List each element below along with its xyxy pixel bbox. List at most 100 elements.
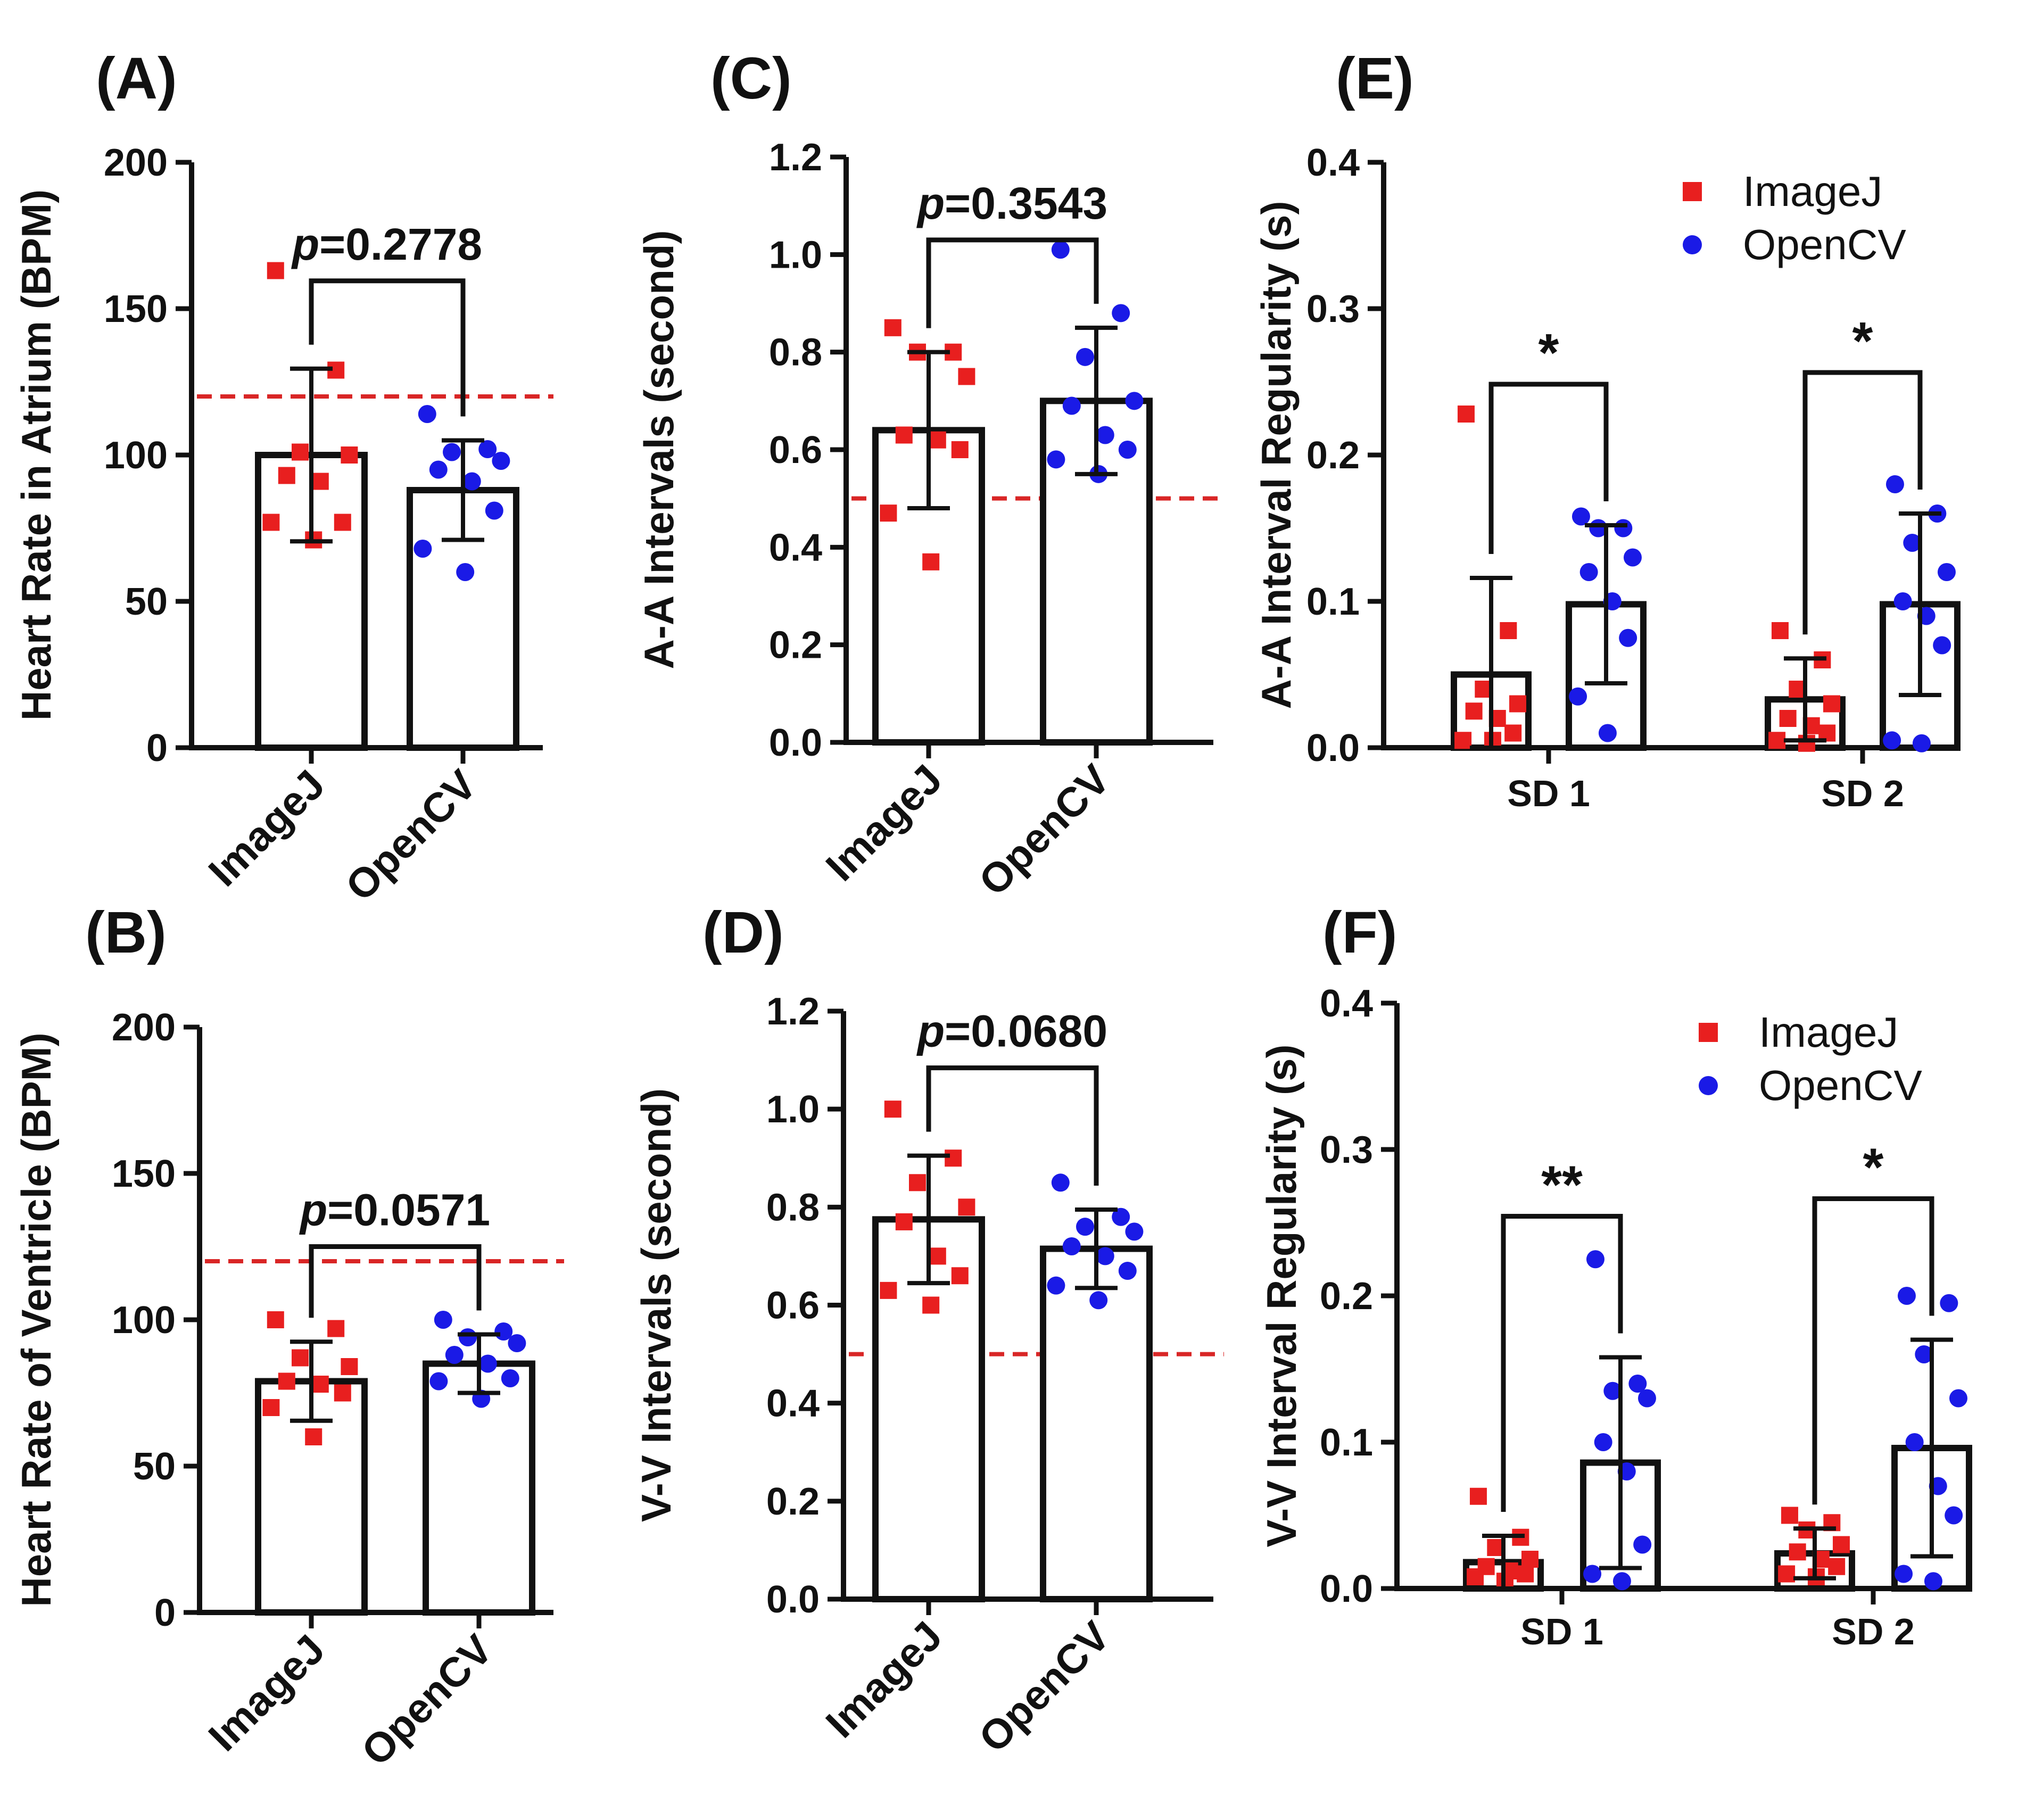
data-point-imagej <box>278 1372 295 1390</box>
data-point-imagej <box>958 368 975 385</box>
data-point-opencv <box>429 1372 448 1391</box>
data-point-opencv <box>1047 450 1065 469</box>
y-tick-label: 150 <box>104 288 168 330</box>
data-point-imagej <box>1771 622 1789 639</box>
p-value: =0.3543 <box>945 178 1107 228</box>
x-tick-label: ImageJ <box>200 761 334 895</box>
data-point-imagej <box>1465 702 1483 720</box>
data-point-opencv <box>1633 1535 1652 1554</box>
data-point-opencv <box>1903 534 1922 552</box>
data-point-opencv <box>1096 1247 1114 1265</box>
panel-e: (E) A-A Interval Regularity (s)0.0 0.1 0.2 0… <box>1253 46 1961 814</box>
data-point-opencv <box>492 452 510 470</box>
data-point-imagej <box>292 443 309 461</box>
data-point-opencv <box>1076 348 1094 366</box>
data-point-opencv <box>1905 1433 1924 1451</box>
data-point-imagej <box>1521 1551 1539 1568</box>
y-tick-label: 0.4 <box>766 1383 820 1425</box>
y-tick-label: 0.3 <box>1320 1129 1373 1171</box>
p-symbol: p <box>916 178 945 228</box>
p-value: =0.0680 <box>945 1006 1107 1056</box>
data-point-imagej <box>1789 681 1806 698</box>
y-tick-label: 1.0 <box>766 1088 820 1131</box>
significance-stars: ** <box>1541 1155 1583 1215</box>
y-tick-label: 0.6 <box>766 1285 820 1327</box>
data-point-opencv <box>1945 1506 1963 1525</box>
p-symbol: p <box>916 1006 945 1056</box>
x-tick-label: OpenCV <box>970 756 1119 905</box>
p-symbol: p <box>299 1185 327 1235</box>
data-point-imagej <box>922 553 940 570</box>
significance-bracket <box>926 1065 1099 1186</box>
data-point-opencv <box>485 501 503 520</box>
x-tick-label: ImageJ <box>200 1626 334 1760</box>
x-tick-label: OpenCV <box>352 1626 501 1775</box>
data-point-opencv <box>478 440 497 458</box>
data-point-opencv <box>459 1328 477 1346</box>
data-point-opencv <box>1125 392 1144 410</box>
data-point-opencv <box>429 460 448 479</box>
y-tick-label: 0.4 <box>1306 142 1360 184</box>
data-point-opencv <box>1062 396 1081 415</box>
significance-bracket <box>926 237 1099 328</box>
data-point-imagej <box>305 1428 322 1445</box>
data-point-opencv <box>478 1354 497 1373</box>
data-point-opencv <box>1594 1433 1612 1451</box>
data-point-imagej <box>1469 1487 1487 1505</box>
data-point-opencv <box>1569 687 1587 706</box>
data-point-opencv <box>1614 519 1633 537</box>
x-tick-label: SD 1 <box>1520 1611 1603 1652</box>
significance-bracket <box>309 278 466 417</box>
data-point-opencv <box>1112 304 1130 322</box>
y-tick-label: 0.2 <box>769 624 822 667</box>
y-tick-label: 0.2 <box>1320 1275 1373 1318</box>
data-point-opencv <box>1940 1294 1958 1312</box>
data-point-opencv <box>1579 563 1598 581</box>
data-point-opencv <box>1937 563 1956 581</box>
significance-bracket <box>1812 1196 1934 1505</box>
y-tick-label: 100 <box>104 434 168 477</box>
data-point-opencv <box>1047 1276 1065 1295</box>
data-point-opencv <box>1619 628 1637 647</box>
y-tick-label: 0.4 <box>1320 982 1373 1025</box>
data-point-imagej <box>341 446 358 464</box>
data-point-imagej <box>895 1213 913 1230</box>
data-point-opencv <box>1628 1375 1647 1393</box>
y-tick-label: 50 <box>133 1445 176 1488</box>
y-tick-label: 0.0 <box>766 1578 820 1621</box>
significance-bracket <box>1802 370 1923 635</box>
y-tick-label: 0.3 <box>1306 288 1360 330</box>
data-point-imagej <box>1768 732 1786 749</box>
data-point-imagej <box>267 262 284 279</box>
data-point-imagej <box>311 1376 329 1393</box>
legend-label: ImageJ <box>1759 1008 1898 1056</box>
y-tick-label: 1.2 <box>766 990 820 1033</box>
significance-bracket <box>1501 1214 1623 1512</box>
p-value: =0.0571 <box>327 1185 490 1235</box>
significance-bracket <box>309 1244 482 1318</box>
data-point-opencv <box>1949 1389 1967 1408</box>
data-point-opencv <box>1051 241 1070 259</box>
panel-label: (E) <box>1336 46 1414 111</box>
y-tick-label: 0 <box>154 1592 176 1634</box>
data-point-opencv <box>1623 548 1642 567</box>
data-point-opencv <box>1885 475 1904 493</box>
y-tick-label: 0.0 <box>1320 1568 1373 1610</box>
data-point-opencv <box>1915 1345 1933 1363</box>
data-point-opencv <box>434 1311 452 1329</box>
y-tick-label: 0.1 <box>1306 581 1360 623</box>
data-point-opencv <box>1893 592 1912 610</box>
data-point-imagej <box>311 473 329 490</box>
data-point-imagej <box>895 426 913 444</box>
data-point-opencv <box>462 472 481 491</box>
data-point-opencv <box>456 563 475 581</box>
data-point-imagej <box>1832 1536 1850 1553</box>
legend-label: OpenCV <box>1759 1062 1922 1109</box>
data-point-imagej <box>1823 695 1840 713</box>
panel-a: (A) Heart Rate in Atrium (BPM) 0 50 100 150 20… <box>13 46 553 910</box>
y-tick-label: 1.2 <box>769 136 822 179</box>
y-axis-title: V-V Interval Regularity (s) <box>1258 1045 1305 1548</box>
panel-d: (D) V-V Intervals (second) 0.0 0.2 0.4 0.6 0.8… <box>633 900 1224 1761</box>
data-point-opencv <box>1895 1565 1913 1583</box>
